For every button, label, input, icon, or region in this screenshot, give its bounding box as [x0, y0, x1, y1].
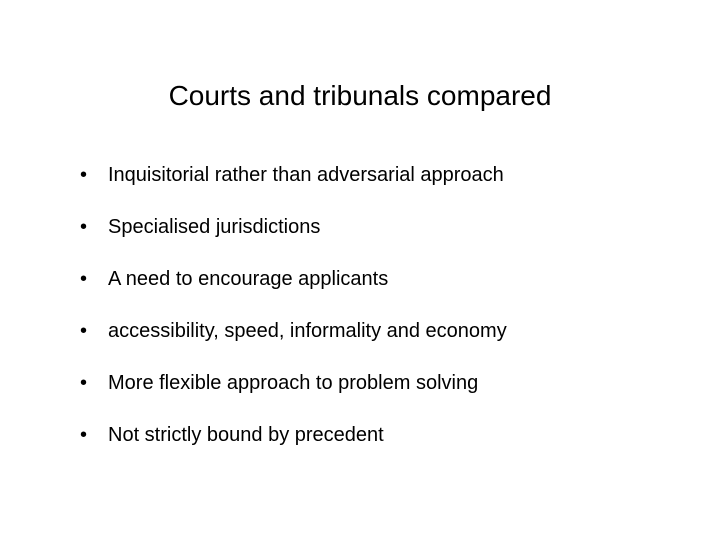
bullet-item: Inquisitorial rather than adversarial ap… [80, 162, 660, 188]
bullet-item: Specialised jurisdictions [80, 214, 660, 240]
bullet-item: More flexible approach to problem solvin… [80, 370, 660, 396]
bullet-item: accessibility, speed, informality and ec… [80, 318, 660, 344]
bullet-list: Inquisitorial rather than adversarial ap… [60, 162, 660, 448]
slide-container: Courts and tribunals compared Inquisitor… [0, 0, 720, 540]
bullet-item: A need to encourage applicants [80, 266, 660, 292]
bullet-item: Not strictly bound by precedent [80, 422, 660, 448]
slide-title: Courts and tribunals compared [60, 80, 660, 112]
